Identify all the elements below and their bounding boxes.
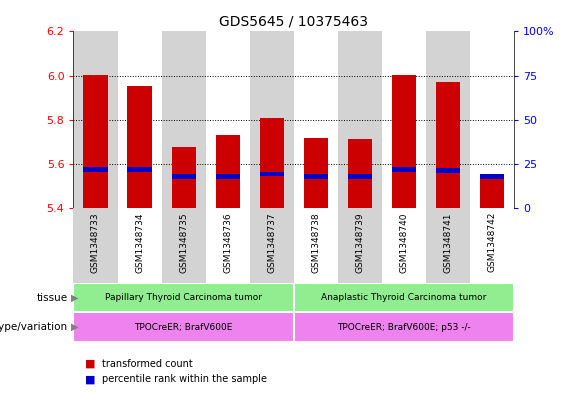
Text: GSM1348740: GSM1348740: [399, 212, 408, 272]
Bar: [260, 172, 284, 176]
Bar: [480, 174, 504, 179]
Bar: [436, 168, 460, 173]
Bar: [84, 75, 107, 208]
Bar: [304, 174, 328, 179]
Text: GSM1348741: GSM1348741: [444, 212, 453, 272]
Bar: [73, 283, 294, 312]
Bar: [172, 174, 195, 179]
Text: GSM1348736: GSM1348736: [223, 212, 232, 273]
Text: GSM1348735: GSM1348735: [179, 212, 188, 273]
Bar: [480, 177, 504, 208]
Text: GSM1348738: GSM1348738: [311, 212, 320, 273]
Bar: [118, 31, 162, 208]
Text: ▶: ▶: [71, 322, 78, 332]
Bar: [250, 31, 294, 208]
Bar: [128, 86, 151, 208]
Bar: [172, 147, 195, 208]
Bar: [260, 118, 284, 208]
Bar: [294, 31, 338, 208]
Text: GSM1348737: GSM1348737: [267, 212, 276, 273]
Bar: [162, 31, 206, 208]
Text: ■: ■: [85, 374, 95, 384]
Bar: [162, 208, 206, 283]
Text: TPOCreER; BrafV600E: TPOCreER; BrafV600E: [134, 323, 233, 332]
Bar: [216, 135, 240, 208]
Bar: [84, 167, 107, 172]
Text: tissue: tissue: [37, 293, 68, 303]
Title: GDS5645 / 10375463: GDS5645 / 10375463: [219, 15, 368, 29]
Bar: [206, 208, 250, 283]
Bar: [392, 167, 416, 172]
Bar: [348, 174, 372, 179]
Bar: [470, 31, 514, 208]
Text: ■: ■: [85, 358, 95, 369]
Text: GSM1348734: GSM1348734: [135, 212, 144, 272]
Bar: [294, 283, 514, 312]
Text: percentile rank within the sample: percentile rank within the sample: [102, 374, 267, 384]
Text: GSM1348739: GSM1348739: [355, 212, 364, 273]
Bar: [250, 208, 294, 283]
Text: TPOCreER; BrafV600E; p53 -/-: TPOCreER; BrafV600E; p53 -/-: [337, 323, 471, 332]
Bar: [338, 31, 382, 208]
Bar: [73, 312, 294, 342]
Text: ▶: ▶: [71, 293, 78, 303]
Bar: [470, 208, 514, 283]
Bar: [426, 208, 470, 283]
Bar: [294, 312, 514, 342]
Text: transformed count: transformed count: [102, 358, 193, 369]
Bar: [73, 208, 118, 283]
Bar: [216, 174, 240, 179]
Text: GSM1348733: GSM1348733: [91, 212, 100, 273]
Bar: [436, 82, 460, 208]
Bar: [304, 138, 328, 208]
Text: Papillary Thyroid Carcinoma tumor: Papillary Thyroid Carcinoma tumor: [105, 293, 262, 302]
Bar: [348, 139, 372, 208]
Bar: [338, 208, 382, 283]
Text: Anaplastic Thyroid Carcinoma tumor: Anaplastic Thyroid Carcinoma tumor: [321, 293, 486, 302]
Bar: [73, 31, 118, 208]
Bar: [118, 208, 162, 283]
Bar: [426, 31, 470, 208]
Text: genotype/variation: genotype/variation: [0, 322, 68, 332]
Text: GSM1348742: GSM1348742: [488, 212, 497, 272]
Bar: [382, 208, 426, 283]
Bar: [128, 167, 151, 172]
Bar: [392, 75, 416, 208]
Bar: [382, 31, 426, 208]
Bar: [294, 208, 338, 283]
Bar: [206, 31, 250, 208]
